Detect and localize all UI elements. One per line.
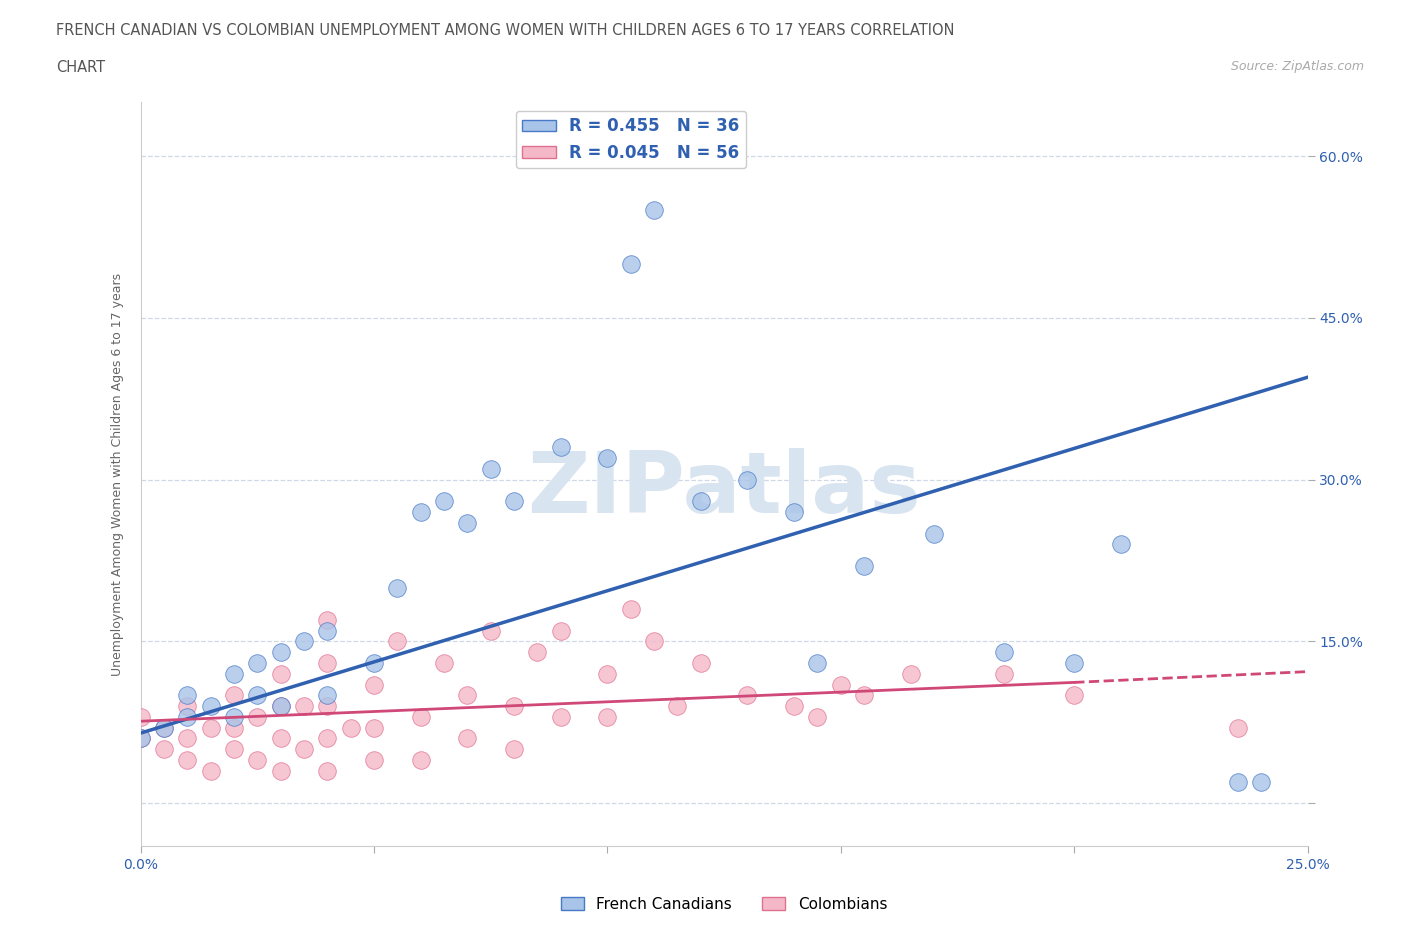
- Point: [153, 720, 176, 735]
- Point: [1109, 537, 1132, 551]
- Point: [689, 494, 711, 509]
- Point: [783, 505, 806, 520]
- Point: [922, 526, 945, 541]
- Point: [643, 634, 665, 649]
- Point: [363, 720, 385, 735]
- Point: [316, 656, 339, 671]
- Point: [737, 688, 759, 703]
- Point: [246, 752, 269, 767]
- Point: [176, 731, 198, 746]
- Point: [270, 698, 292, 713]
- Point: [270, 644, 292, 659]
- Point: [503, 494, 526, 509]
- Point: [316, 613, 339, 628]
- Point: [479, 461, 502, 476]
- Point: [363, 752, 385, 767]
- Point: [830, 677, 852, 692]
- Text: CHART: CHART: [56, 60, 105, 75]
- Point: [270, 764, 292, 778]
- Point: [503, 698, 526, 713]
- Point: [316, 698, 339, 713]
- Text: ZIPatlas: ZIPatlas: [527, 447, 921, 531]
- Point: [339, 720, 361, 735]
- Point: [409, 710, 432, 724]
- Point: [222, 688, 245, 703]
- Point: [270, 666, 292, 681]
- Point: [270, 731, 292, 746]
- Point: [176, 710, 198, 724]
- Point: [526, 644, 548, 659]
- Point: [200, 764, 222, 778]
- Point: [596, 710, 619, 724]
- Point: [316, 623, 339, 638]
- Point: [900, 666, 922, 681]
- Point: [433, 494, 456, 509]
- Point: [993, 666, 1015, 681]
- Point: [783, 698, 806, 713]
- Point: [1226, 720, 1249, 735]
- Point: [550, 623, 572, 638]
- Point: [596, 666, 619, 681]
- Point: [129, 731, 152, 746]
- Point: [316, 731, 339, 746]
- Point: [387, 580, 409, 595]
- Point: [200, 720, 222, 735]
- Point: [737, 472, 759, 487]
- Point: [806, 656, 828, 671]
- Point: [1063, 688, 1085, 703]
- Point: [153, 742, 176, 757]
- Point: [620, 602, 643, 617]
- Point: [200, 698, 222, 713]
- Point: [806, 710, 828, 724]
- Point: [550, 440, 572, 455]
- Point: [550, 710, 572, 724]
- Text: Source: ZipAtlas.com: Source: ZipAtlas.com: [1230, 60, 1364, 73]
- Point: [316, 688, 339, 703]
- Point: [409, 752, 432, 767]
- Point: [1226, 774, 1249, 789]
- Point: [433, 656, 456, 671]
- Point: [222, 666, 245, 681]
- Point: [666, 698, 689, 713]
- Point: [853, 688, 876, 703]
- Legend: R = 0.455   N = 36, R = 0.045   N = 56: R = 0.455 N = 36, R = 0.045 N = 56: [516, 111, 745, 168]
- Point: [222, 720, 245, 735]
- Point: [176, 688, 198, 703]
- Text: FRENCH CANADIAN VS COLOMBIAN UNEMPLOYMENT AMONG WOMEN WITH CHILDREN AGES 6 TO 17: FRENCH CANADIAN VS COLOMBIAN UNEMPLOYMEN…: [56, 23, 955, 38]
- Point: [620, 257, 643, 272]
- Point: [270, 698, 292, 713]
- Point: [596, 451, 619, 466]
- Point: [643, 203, 665, 218]
- Point: [503, 742, 526, 757]
- Point: [363, 656, 385, 671]
- Point: [689, 656, 711, 671]
- Point: [456, 515, 478, 530]
- Point: [993, 644, 1015, 659]
- Point: [222, 710, 245, 724]
- Point: [246, 710, 269, 724]
- Point: [246, 656, 269, 671]
- Y-axis label: Unemployment Among Women with Children Ages 6 to 17 years: Unemployment Among Women with Children A…: [111, 272, 124, 676]
- Point: [387, 634, 409, 649]
- Point: [853, 559, 876, 574]
- Point: [316, 764, 339, 778]
- Point: [292, 634, 315, 649]
- Point: [222, 742, 245, 757]
- Point: [292, 698, 315, 713]
- Point: [1250, 774, 1272, 789]
- Point: [292, 742, 315, 757]
- Legend: French Canadians, Colombians: French Canadians, Colombians: [555, 890, 893, 918]
- Point: [153, 720, 176, 735]
- Point: [409, 505, 432, 520]
- Point: [1063, 656, 1085, 671]
- Point: [176, 698, 198, 713]
- Point: [363, 677, 385, 692]
- Point: [246, 688, 269, 703]
- Point: [479, 623, 502, 638]
- Point: [456, 731, 478, 746]
- Point: [129, 710, 152, 724]
- Point: [456, 688, 478, 703]
- Point: [129, 731, 152, 746]
- Point: [176, 752, 198, 767]
